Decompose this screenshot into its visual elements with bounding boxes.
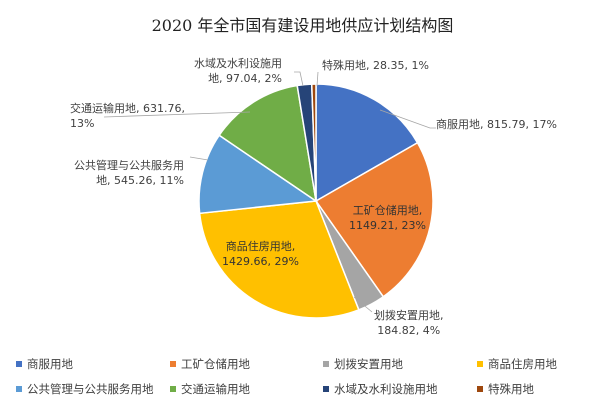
- data-label-5: 交通运输用地, 631.76, 13%: [70, 102, 185, 130]
- legend-item-2: 划拨安置用地: [323, 356, 403, 372]
- legend-item-4: 公共管理与公共服务用地: [16, 381, 154, 397]
- data-label-7: 特殊用地, 28.35, 1%: [322, 59, 429, 72]
- pie-slice-4: [198, 134, 319, 215]
- pie-slice-0: [315, 83, 419, 203]
- data-label-6: 水域及水利设施用 地, 97.04, 2%: [194, 57, 282, 85]
- leader-line-5: [316, 71, 319, 87]
- data-label-4: 公共管理与公共服务用 地, 545.26, 11%: [74, 159, 184, 187]
- legend-swatch: [170, 361, 176, 367]
- legend-item-6: 水域及水利设施用地: [323, 381, 438, 397]
- legend-item-0: 商服用地: [16, 356, 73, 372]
- legend-swatch: [477, 386, 483, 392]
- leader-line-1: [353, 296, 373, 313]
- legend-item-7: 特殊用地: [477, 381, 534, 397]
- legend-swatch: [170, 386, 176, 392]
- legend-item-3: 商品住房用地: [477, 356, 557, 372]
- data-label-3: 商品住房用地, 1429.66, 29%: [222, 240, 299, 268]
- leader-line-2: [189, 156, 209, 161]
- legend-item-1: 工矿仓储用地: [170, 356, 250, 372]
- leader-line-3: [103, 111, 251, 118]
- leader-line-0: [379, 109, 436, 129]
- legend-item-5: 交通运输用地: [170, 381, 250, 397]
- data-label-1: 工矿仓储用地, 1149.21, 23%: [349, 204, 426, 232]
- legend-swatch: [16, 386, 22, 392]
- legend-swatch: [323, 361, 329, 367]
- data-label-2: 划拨安置用地, 184.82, 4%: [374, 309, 444, 337]
- legend-swatch: [323, 386, 329, 392]
- legend-swatch: [16, 361, 22, 367]
- pie-slice-7: [310, 83, 317, 202]
- chart-title: 2020 年全市国有建设用地供应计划结构图: [151, 16, 454, 35]
- pie-slice-3: [198, 200, 360, 319]
- pie-slice-5: [218, 84, 318, 203]
- pie-slice-1: [314, 141, 434, 298]
- legend-swatch: [477, 361, 483, 367]
- leader-line-4: [294, 71, 304, 87]
- data-label-0: 商服用地, 815.79, 17%: [436, 118, 557, 131]
